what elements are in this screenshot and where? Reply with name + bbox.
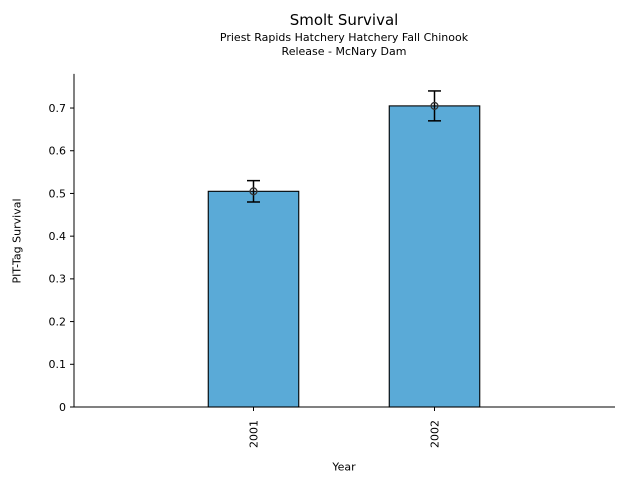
y-axis-label: PIT-Tag Survival: [10, 198, 24, 284]
x-axis-label: Year: [332, 460, 356, 474]
x-tick-label: 2001: [248, 420, 261, 448]
point-marker: [249, 187, 258, 196]
y-tick-label: 0: [59, 401, 66, 414]
chart-subtitle-line-1: Priest Rapids Hatchery Hatchery Fall Chi…: [219, 31, 469, 44]
y-tick-label: 0.3: [49, 273, 67, 286]
y-tick-label: 0.2: [49, 315, 67, 328]
y-tick-label: 0.5: [49, 187, 67, 200]
bar: [207, 190, 300, 408]
point-marker: [430, 101, 439, 110]
y-tick-label: 0.1: [49, 358, 67, 371]
y-tick-label: 0.6: [49, 145, 67, 158]
y-tick-label: 0.7: [49, 102, 67, 115]
chart-subtitle: Priest Rapids Hatchery Hatchery Fall Chi…: [220, 31, 468, 58]
chart-subtitle-line-2: Release - McNary Dam: [281, 44, 407, 58]
chart-title: Smolt Survival: [289, 11, 399, 29]
y-tick-label: 0.4: [49, 230, 67, 243]
bar: [388, 105, 481, 408]
x-tick-label: 2002: [429, 420, 442, 448]
